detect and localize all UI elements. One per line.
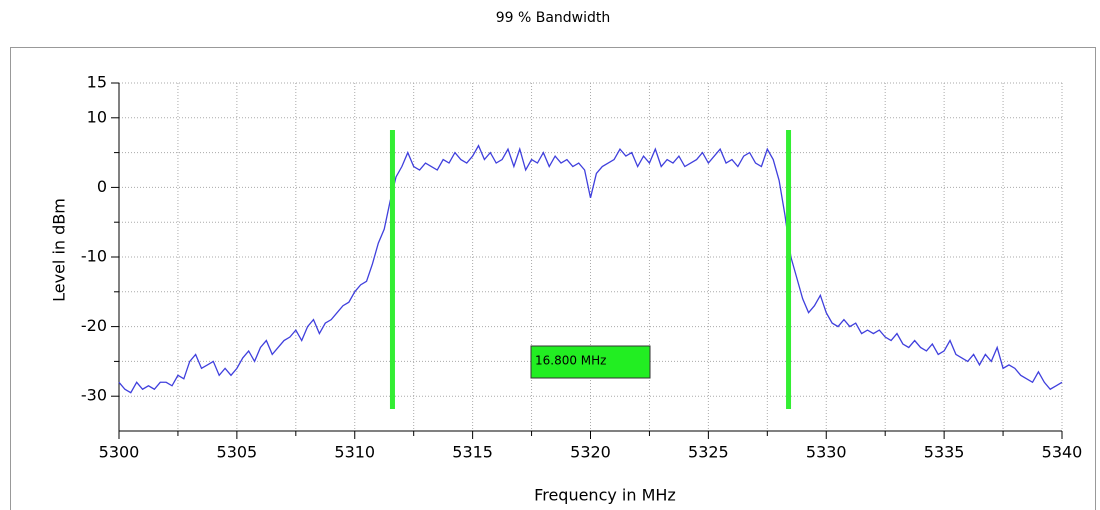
x-tick-label: 5325 (688, 443, 729, 462)
spectrum-line (118, 144, 1063, 394)
annotation-text: 16.800 MHz (535, 354, 606, 368)
x-tick-label: 5310 (334, 443, 375, 462)
y-tick-label: 10 (87, 107, 107, 126)
x-tick-label: 5320 (570, 443, 611, 462)
y-tick-label: -20 (81, 316, 107, 335)
annotation-box (530, 345, 651, 379)
x-axis-label: Frequency in MHz (534, 486, 676, 505)
x-tick-label: 5340 (1042, 443, 1083, 462)
frame (10, 47, 1096, 510)
y-tick-label: -10 (81, 247, 107, 266)
x-tick-label: 5315 (452, 443, 493, 462)
y-axis-label: Level in dBm (50, 198, 69, 302)
chart-title: 99 % Bandwidth (496, 10, 611, 26)
y-tick-label: -30 (81, 386, 107, 405)
x-tick-label: 5300 (99, 443, 140, 462)
y-tick-label: 15 (87, 73, 107, 92)
x-tick-label: 5305 (217, 443, 258, 462)
x-tick-label: 5330 (806, 443, 847, 462)
y-tick-label: 0 (97, 177, 107, 196)
x-tick-label: 5335 (924, 443, 965, 462)
